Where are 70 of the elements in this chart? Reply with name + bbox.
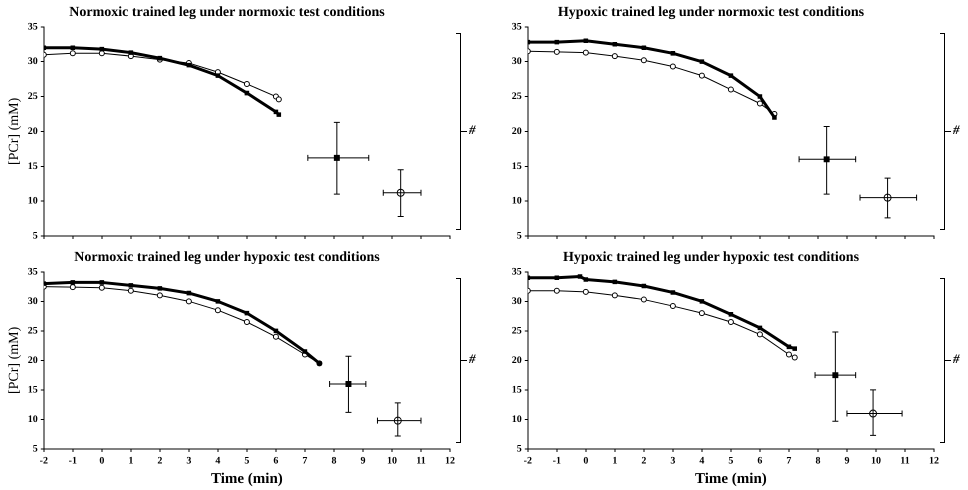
y-axis-title: [PCr] (mM) — [7, 97, 22, 166]
x-tick-label: 5 — [728, 456, 734, 467]
chart-title: Normoxic trained leg under normoxic test conditions — [69, 5, 386, 20]
x-tick-label: 10 — [870, 456, 881, 467]
text: # — [953, 122, 960, 138]
x-tick-label: -1 — [552, 456, 561, 467]
x-tick-label: 3 — [670, 456, 676, 467]
y-tick-label: 5 — [32, 230, 38, 242]
x-tick-label: 1 — [612, 456, 618, 467]
x-tick-label: 10 — [386, 456, 397, 467]
x-tick-label: 2 — [157, 456, 162, 467]
y-tick-label: 20 — [512, 354, 522, 366]
y-tick-label: 20 — [28, 354, 38, 366]
y-tick-label: 10 — [28, 414, 38, 426]
text: # — [953, 351, 960, 368]
text: # — [469, 122, 476, 138]
y-tick-label: 30 — [512, 296, 522, 307]
y-tick-label: 15 — [28, 160, 38, 172]
y-tick-label: 25 — [28, 325, 38, 336]
y-tick-label: 10 — [512, 196, 522, 207]
x-tick-label: 7 — [786, 456, 792, 467]
y-tick-label: 35 — [512, 21, 522, 32]
y-tick-label: 30 — [28, 296, 38, 307]
x-tick-label: -2 — [524, 456, 532, 467]
x-tick-label: 6 — [757, 456, 762, 467]
x-tick-label: 8 — [331, 456, 336, 467]
y-tick-label: 5 — [32, 444, 38, 455]
x-tick-label: -2 — [40, 456, 48, 467]
x-tick-label: 0 — [583, 456, 588, 467]
x-tick-label: 2 — [641, 456, 646, 467]
chart-title: Hypoxic trained leg under normoxic test conditions — [558, 5, 865, 20]
x-tick-label: 9 — [844, 456, 850, 467]
chart-title: Normoxic trained leg under hypoxic test conditions — [74, 250, 380, 266]
x-tick-label: 1 — [128, 456, 134, 467]
y-tick-label: 25 — [28, 91, 38, 102]
x-tick-label: 3 — [186, 456, 192, 467]
y-tick-label: 10 — [512, 414, 522, 426]
y-tick-label: 5 — [516, 230, 522, 242]
y-tick-label: 15 — [28, 384, 38, 396]
y-tick-label: 35 — [28, 21, 38, 32]
y-tick-label: 15 — [512, 384, 522, 396]
x-tick-label: 0 — [99, 456, 104, 467]
y-tick-label: 30 — [512, 56, 522, 68]
y-tick-label: 30 — [28, 56, 38, 68]
y-tick-label: 20 — [512, 126, 522, 137]
x-tick-label: 8 — [815, 456, 820, 467]
x-tick-label: 11 — [416, 456, 426, 467]
y-tick-label: 10 — [28, 196, 38, 207]
chart-title: Hypoxic trained leg under hypoxic test conditions — [562, 250, 860, 266]
x-tick-label: 4 — [215, 456, 220, 467]
x-axis-title: Time (min) — [694, 470, 767, 487]
x-tick-label: 5 — [244, 456, 250, 467]
y-tick-label: 25 — [512, 325, 522, 336]
x-tick-label: 9 — [360, 456, 366, 467]
y-tick-label: 5 — [516, 444, 522, 455]
x-tick-label: 11 — [900, 456, 910, 467]
x-tick-label: 12 — [929, 456, 939, 467]
y-tick-label: 35 — [28, 266, 38, 278]
text: # — [469, 351, 476, 368]
x-tick-label: 12 — [445, 456, 455, 467]
x-tick-label: -1 — [68, 456, 77, 467]
y-tick-label: 35 — [512, 266, 522, 278]
x-tick-label: 6 — [273, 456, 278, 467]
x-tick-label: 7 — [302, 456, 308, 467]
y-tick-label: 15 — [512, 160, 522, 172]
x-axis-title: Time (min) — [210, 470, 283, 487]
y-tick-label: 20 — [28, 126, 38, 137]
y-axis-title: [PCr] (mM) — [7, 326, 22, 394]
x-tick-label: 4 — [699, 456, 704, 467]
y-tick-label: 25 — [512, 91, 522, 102]
